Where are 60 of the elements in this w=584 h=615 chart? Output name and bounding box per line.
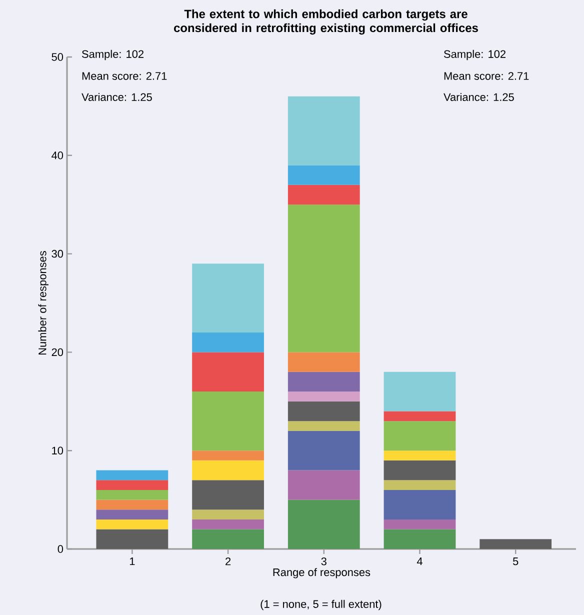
y-tick-label: 50	[52, 53, 64, 61]
bar	[192, 460, 264, 480]
annotation: Variance: 1.25	[444, 92, 514, 102]
bar	[480, 539, 552, 549]
bar	[384, 460, 456, 480]
bar	[192, 480, 264, 510]
bar	[288, 430, 360, 470]
x-tick-label: 4	[416, 558, 422, 566]
bar	[96, 500, 168, 510]
y-tick-label: 10	[52, 446, 64, 454]
y-axis-title: Number of responses	[38, 251, 48, 354]
bar	[192, 450, 264, 460]
bar	[384, 480, 456, 490]
bar	[288, 500, 360, 549]
x-tick-label: 1	[130, 558, 135, 566]
bar	[288, 372, 360, 392]
bar	[192, 519, 264, 530]
bar	[288, 204, 360, 352]
x-tick-label: 3	[321, 558, 326, 566]
annotation: Mean score: 2.71	[444, 72, 529, 80]
bar	[96, 470, 168, 480]
bar	[288, 184, 360, 205]
bar	[384, 450, 456, 460]
bar	[384, 519, 456, 530]
annotation: Sample: 102	[444, 50, 506, 60]
y-tick-label: 30	[52, 250, 64, 258]
y-tick-label: 0	[58, 545, 64, 553]
bar	[192, 332, 264, 352]
bar	[192, 352, 264, 392]
x-tick-label: 5	[513, 558, 518, 566]
bar	[288, 165, 360, 185]
bar	[96, 480, 168, 490]
text: (1 = none, 5 = full extent)	[260, 600, 382, 610]
x-tick-label: 2	[226, 558, 231, 566]
y-tick-label: 20	[52, 348, 64, 356]
bar	[288, 352, 360, 372]
chart-title: The extent to which embodied carbon targets are considered in retrofitting existing commercial offices	[174, 9, 478, 35]
annotation: Sample: 102	[82, 50, 144, 60]
annotation: Variance: 1.25	[82, 92, 152, 102]
bar	[288, 401, 360, 422]
bar	[288, 421, 360, 431]
y-tick-label: 40	[52, 152, 64, 160]
bar	[192, 510, 264, 520]
bar	[192, 529, 264, 549]
bar	[384, 529, 456, 549]
bar	[384, 490, 456, 520]
bar	[384, 411, 456, 422]
bar	[96, 490, 168, 500]
bar	[288, 392, 360, 402]
bar	[384, 421, 456, 451]
bar	[384, 372, 456, 412]
bar	[288, 96, 360, 166]
bar	[96, 519, 168, 530]
x-axis-title: Range of responses	[273, 568, 370, 578]
bar	[192, 264, 264, 333]
bar	[96, 510, 168, 520]
annotation: Mean score: 2.71	[82, 72, 167, 80]
bar	[192, 392, 264, 451]
bar	[288, 470, 360, 500]
bar	[96, 529, 168, 549]
